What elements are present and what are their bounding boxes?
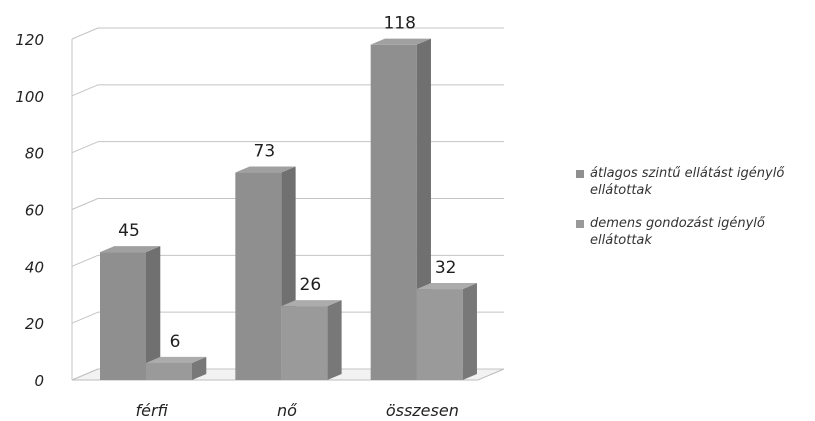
y-tick-label-100: 100	[15, 88, 44, 106]
data-label-2-1: 6	[170, 332, 181, 352]
bar-top-2-2	[281, 300, 342, 307]
gridline-wall-100	[71, 84, 99, 97]
x-tick-label-2: nő	[277, 401, 297, 420]
bar-top-1-3	[370, 38, 431, 45]
bar-1-3	[370, 44, 417, 380]
legend-label-series-2: demens gondozást igénylő ellátottak	[590, 216, 765, 248]
chart-legend: átlagos szintű ellátást igénylő ellátott…	[576, 165, 811, 265]
data-label-1-1: 45	[118, 221, 140, 241]
legend-label-series-1: átlagos szintű ellátást igénylő ellátott…	[590, 166, 785, 198]
x-tick-label-3: összesen	[386, 401, 459, 420]
y-tick-label-60: 60	[25, 202, 44, 220]
data-label-1-3: 118	[383, 14, 415, 34]
gridline-wall-60	[71, 198, 99, 210]
gridline-wall-80	[71, 141, 99, 154]
data-label-2-2: 26	[300, 275, 322, 295]
bar-top-1-1	[100, 246, 161, 253]
data-label-1-2: 73	[254, 142, 276, 162]
bar-side-2-3	[462, 283, 477, 380]
y-tick-label-20: 20	[25, 315, 44, 333]
bar-1-2	[235, 172, 282, 380]
legend-item-series-1: átlagos szintű ellátást igénylő ellátott…	[576, 165, 811, 199]
y-tick-label-80: 80	[25, 145, 44, 163]
legend-swatch-series-2	[576, 220, 584, 228]
bar-top-2-1	[146, 356, 207, 363]
bar-side-2-2	[327, 300, 342, 380]
legend-item-series-2: demens gondozást igénylő ellátottak	[576, 215, 811, 249]
bar-1-1	[100, 252, 146, 380]
bar-top-1-2	[235, 166, 296, 173]
bar-side-1-1	[146, 246, 161, 380]
bar-2-2	[281, 306, 328, 380]
bar-top-2-3	[416, 283, 477, 290]
y-tick-label-40: 40	[25, 258, 44, 276]
legend-swatch-series-1	[576, 170, 584, 178]
y-tick-label-120: 120	[15, 31, 44, 49]
bar-2-1	[146, 362, 192, 380]
bar-2-3	[416, 289, 463, 380]
bar-side-2-1	[192, 356, 207, 380]
gridline-wall-20	[71, 311, 99, 324]
data-label-2-3: 32	[435, 258, 457, 278]
x-tick-label-1: férfi	[135, 401, 168, 420]
gridline-wall-0	[71, 368, 99, 381]
gridline-wall-120	[71, 27, 99, 40]
gridline-wall-40	[71, 254, 99, 267]
y-tick-label-0: 0	[34, 372, 44, 390]
